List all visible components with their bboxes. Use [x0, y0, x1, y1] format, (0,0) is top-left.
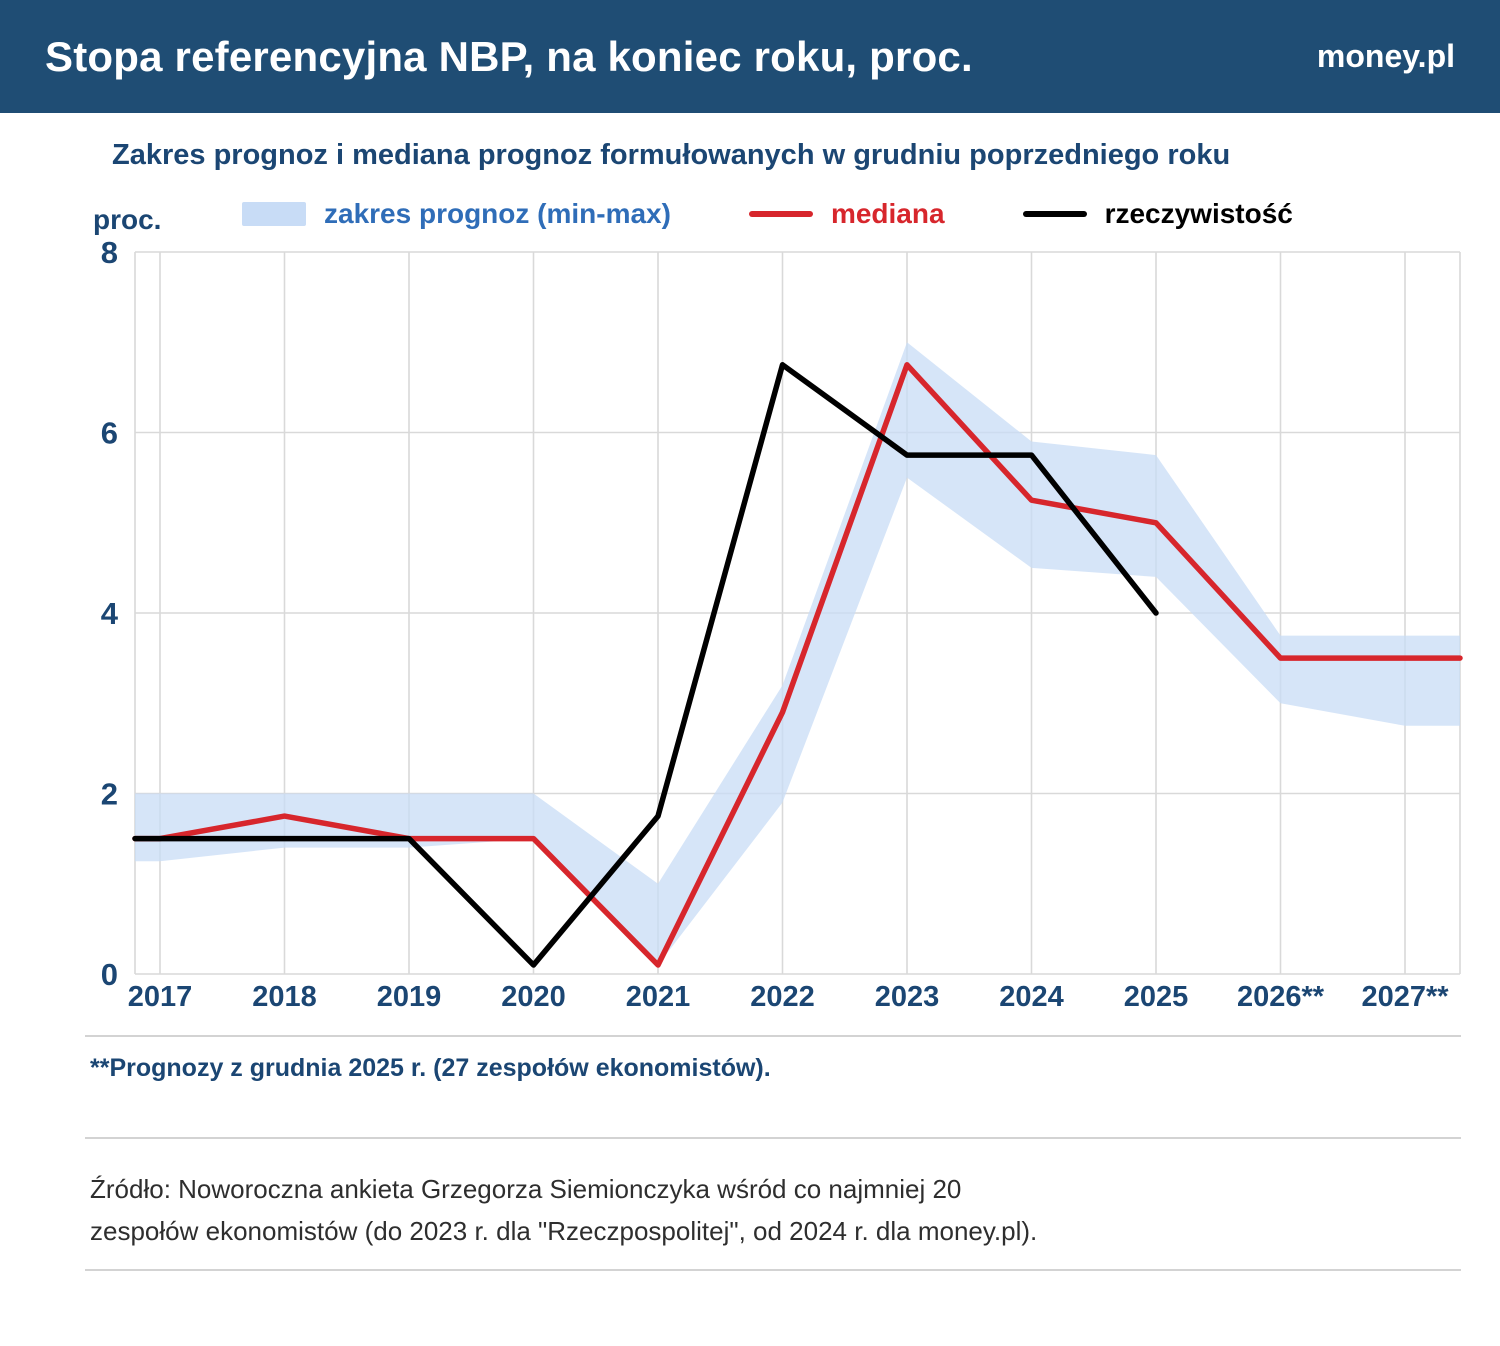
- median-line-swatch-icon: [748, 211, 813, 217]
- svg-text:2026**: 2026**: [1237, 981, 1325, 1013]
- page-title: Stopa referencyjna NBP, na koniec roku, …: [45, 32, 973, 80]
- svg-text:2020: 2020: [501, 981, 566, 1013]
- legend-item-median: mediana: [748, 198, 945, 230]
- legend-label-actual: rzeczywistość: [1104, 198, 1293, 229]
- svg-text:2018: 2018: [252, 981, 317, 1013]
- svg-text:2017: 2017: [128, 981, 193, 1013]
- svg-text:2027**: 2027**: [1361, 981, 1449, 1013]
- legend-item-actual: rzeczywistość: [1022, 198, 1293, 230]
- svg-text:2: 2: [101, 777, 118, 812]
- source-note-line-1: Źródło: Noworoczna ankieta Grzegorza Sie…: [90, 1174, 962, 1204]
- svg-text:2023: 2023: [875, 981, 940, 1013]
- svg-text:0: 0: [101, 957, 118, 992]
- svg-text:8: 8: [101, 240, 118, 270]
- header-bar: Stopa referencyjna NBP, na koniec roku, …: [0, 0, 1500, 113]
- svg-text:2022: 2022: [750, 981, 815, 1013]
- brand-logo: money.pl: [1316, 38, 1455, 74]
- svg-text:6: 6: [101, 416, 118, 451]
- actual-line-swatch-icon: [1022, 211, 1087, 217]
- y-axis-unit-label: proc.: [93, 204, 162, 235]
- svg-text:2024: 2024: [999, 981, 1064, 1013]
- svg-text:2019: 2019: [377, 981, 442, 1013]
- chart-legend: zakres prognoz (min-max) mediana rzeczyw…: [242, 198, 1293, 230]
- separator-line: [85, 1137, 1461, 1139]
- source-note-line-2: zespołów ekonomistów (do 2023 r. dla "Rz…: [90, 1216, 1038, 1246]
- forecast-range-swatch-icon: [242, 202, 306, 226]
- svg-text:2021: 2021: [626, 981, 691, 1013]
- separator-line: [85, 1269, 1461, 1271]
- svg-text:2025: 2025: [1124, 981, 1189, 1013]
- legend-item-forecast-range: zakres prognoz (min-max): [242, 198, 671, 230]
- chart-subtitle: Zakres prognoz i mediana prognoz formuło…: [112, 139, 1231, 171]
- chart-footnote: **Prognozy z grudnia 2025 r. (27 zespołó…: [90, 1054, 771, 1082]
- source-note: Źródło: Noworoczna ankieta Grzegorza Sie…: [90, 1168, 1037, 1252]
- svg-text:4: 4: [101, 596, 119, 631]
- separator-line: [85, 1035, 1461, 1037]
- legend-label-median: mediana: [830, 198, 945, 229]
- line-chart-canvas: 0 2 4 6 8 2017 2018 2019 2020 2021 2022 2023 2024 202…: [101, 240, 1463, 1013]
- legend-label-forecast-range: zakres prognoz (min-max): [324, 198, 671, 229]
